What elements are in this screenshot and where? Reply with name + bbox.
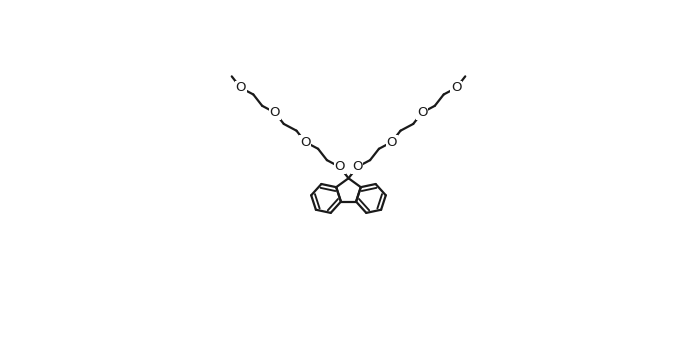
Text: O: O: [235, 81, 246, 94]
Text: O: O: [270, 106, 280, 119]
Text: O: O: [451, 81, 462, 94]
Text: O: O: [417, 106, 427, 119]
Text: O: O: [386, 136, 397, 149]
Text: O: O: [352, 160, 362, 173]
Text: O: O: [335, 160, 345, 173]
Text: O: O: [300, 136, 311, 149]
